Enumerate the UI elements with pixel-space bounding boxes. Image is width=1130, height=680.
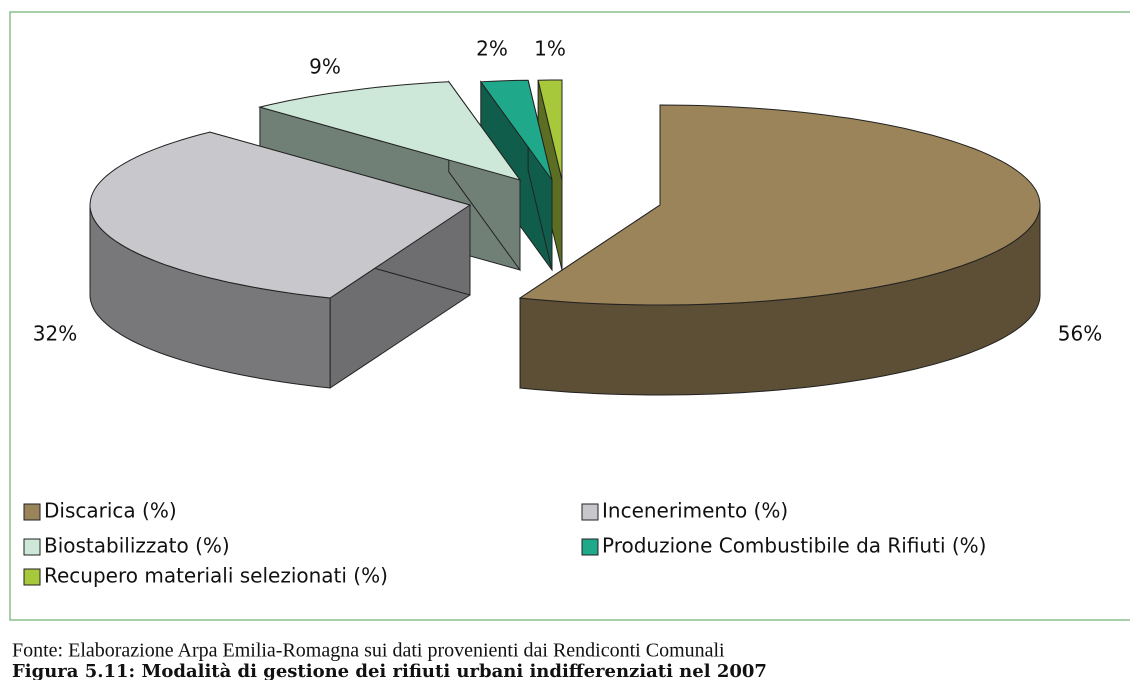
legend-swatch [581,538,599,556]
data-label: 32% [33,322,77,346]
caption: Figura 5.11: Modalità di gestione dei ri… [12,661,767,680]
slice-top [518,104,1041,306]
legend-swatch [23,538,41,556]
legend-swatch [581,503,599,521]
frame [9,11,1130,621]
slice-top [89,131,472,299]
data-label: 2% [476,37,508,61]
data-label: 1% [534,37,566,61]
slice-top [257,81,522,181]
slice-top [479,79,553,181]
legend-swatch [23,503,41,521]
legend-label: Incenerimento (%) [602,499,788,523]
legend-label: Discarica (%) [44,499,177,523]
data-label: 56% [1058,322,1102,346]
data-label: 9% [309,55,341,79]
legend-label: Recupero materiali selezionati (%) [44,564,388,588]
source: Fonte: Elaborazione Arpa Emilia-Romagna … [12,640,725,662]
slice [89,131,472,389]
legend-label: Produzione Combustibile da Rifiuti (%) [602,534,986,558]
slice-top [537,79,563,181]
slice [518,104,1041,396]
legend-swatch [23,568,41,586]
legend-label: Biostabilizzato (%) [44,534,230,558]
